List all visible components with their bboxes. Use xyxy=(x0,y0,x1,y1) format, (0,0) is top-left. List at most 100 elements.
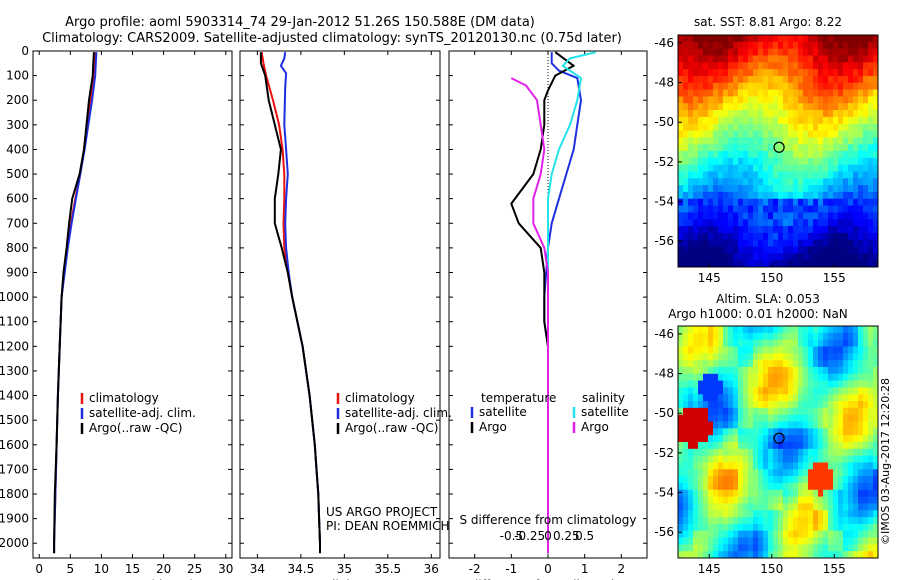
heatmap-cell xyxy=(803,414,809,422)
heatmap-cell xyxy=(753,103,759,111)
heatmap-cell xyxy=(728,178,734,186)
heatmap-cell xyxy=(683,517,689,525)
heatmap-cell xyxy=(843,89,849,97)
heatmap-cell xyxy=(828,144,834,152)
heatmap-cell xyxy=(728,82,734,90)
heatmap-cell xyxy=(738,89,744,97)
heatmap-cell xyxy=(718,157,724,166)
heatmap-cell xyxy=(693,421,699,429)
heatmap-cell xyxy=(743,35,749,43)
heatmap-cell xyxy=(853,428,859,436)
heatmap-cell xyxy=(743,123,749,131)
heatmap-cell xyxy=(688,62,694,70)
heatmap-cell xyxy=(848,366,854,375)
heatmap-cell xyxy=(703,212,709,220)
heatmap-cell xyxy=(768,82,774,90)
heatmap-cell xyxy=(763,137,769,145)
heatmap-cell xyxy=(678,455,684,463)
heatmap-cell xyxy=(703,219,709,227)
heatmap-cell xyxy=(763,103,769,111)
heatmap-cell xyxy=(733,428,739,436)
heatmap-cell xyxy=(703,360,709,368)
heatmap-cell xyxy=(748,339,754,347)
heatmap-cell xyxy=(803,353,809,361)
heatmap-cell xyxy=(793,489,799,497)
heatmap-cells xyxy=(678,35,879,268)
heatmap-cell xyxy=(758,75,764,84)
heatmap-cell xyxy=(833,503,839,511)
heatmap-cell xyxy=(808,339,814,347)
heatmap-cell xyxy=(698,191,704,200)
heatmap-cell xyxy=(683,380,689,388)
heatmap-cell xyxy=(723,191,729,200)
heatmap-cell xyxy=(698,339,704,347)
heatmap-cell xyxy=(833,144,839,152)
heatmap-cell xyxy=(688,421,694,429)
heatmap-cell xyxy=(678,332,684,341)
heatmap-cell xyxy=(708,360,714,368)
heatmap-cell xyxy=(743,48,749,56)
heatmap-cell xyxy=(788,326,794,334)
legend-label: climatology xyxy=(345,391,415,405)
heatmap-cell xyxy=(833,164,839,172)
heatmap-cell xyxy=(763,205,769,213)
heatmap-cell xyxy=(833,326,839,334)
heatmap-cell xyxy=(773,41,779,50)
heatmap-cell xyxy=(848,226,854,234)
heatmap-cell xyxy=(788,164,794,172)
heatmap-cell xyxy=(788,476,794,484)
heatmap-cell xyxy=(803,496,809,504)
heatmap-cell xyxy=(808,157,814,166)
heatmap-cell xyxy=(843,387,849,395)
heatmap-cell xyxy=(838,346,844,354)
heatmap-cell xyxy=(688,123,694,131)
lat-tick-label: -50 xyxy=(654,115,674,129)
heatmap-cell xyxy=(803,178,809,186)
heatmap-cell xyxy=(828,462,834,470)
heatmap-cell xyxy=(843,435,849,443)
heatmap-cell xyxy=(683,232,689,241)
heatmap-cell xyxy=(793,219,799,227)
heatmap-cell xyxy=(713,537,719,545)
heatmap-cell xyxy=(713,346,719,354)
heatmap-cell xyxy=(868,517,874,525)
heatmap-cell xyxy=(798,55,804,63)
heatmap-cell xyxy=(743,212,749,220)
heatmap-cell xyxy=(778,75,784,84)
heatmap-cell xyxy=(863,82,869,90)
heatmap-cell xyxy=(823,462,829,470)
heatmap-cell xyxy=(758,414,764,422)
heatmap-cell xyxy=(758,157,764,166)
heatmap-cell xyxy=(723,178,729,186)
heatmap-cell xyxy=(823,103,829,111)
heatmap-cell xyxy=(748,435,754,443)
heatmap-cell xyxy=(838,401,844,409)
heatmap-cell xyxy=(768,326,774,334)
heatmap-cell xyxy=(803,62,809,70)
heatmap-cell xyxy=(708,103,714,111)
heatmap-cell xyxy=(858,360,864,368)
heatmap-cell xyxy=(713,373,719,381)
heatmap-cell xyxy=(813,503,819,511)
heatmap-cell xyxy=(723,503,729,511)
heatmap-cell xyxy=(738,530,744,538)
heatmap-cell xyxy=(748,232,754,241)
heatmap-cell xyxy=(698,442,704,450)
heatmap-cell xyxy=(828,421,834,429)
heatmap-cell xyxy=(788,489,794,497)
heatmap-cell xyxy=(848,339,854,347)
heatmap-cell xyxy=(743,394,749,402)
heatmap-cell xyxy=(828,537,834,545)
heatmap-cell xyxy=(848,551,854,559)
heatmap-cell xyxy=(868,48,874,56)
heatmap-cell xyxy=(718,360,724,368)
heatmap-cell xyxy=(853,212,859,220)
heatmap-cell xyxy=(868,246,874,254)
heatmap-cell xyxy=(813,226,819,234)
heatmap-cell xyxy=(783,339,789,347)
heatmap-cell xyxy=(728,537,734,545)
heatmap-cell xyxy=(713,164,719,172)
heatmap-cell xyxy=(758,462,764,470)
heatmap-cell xyxy=(868,435,874,443)
heatmap-cell xyxy=(718,151,724,159)
